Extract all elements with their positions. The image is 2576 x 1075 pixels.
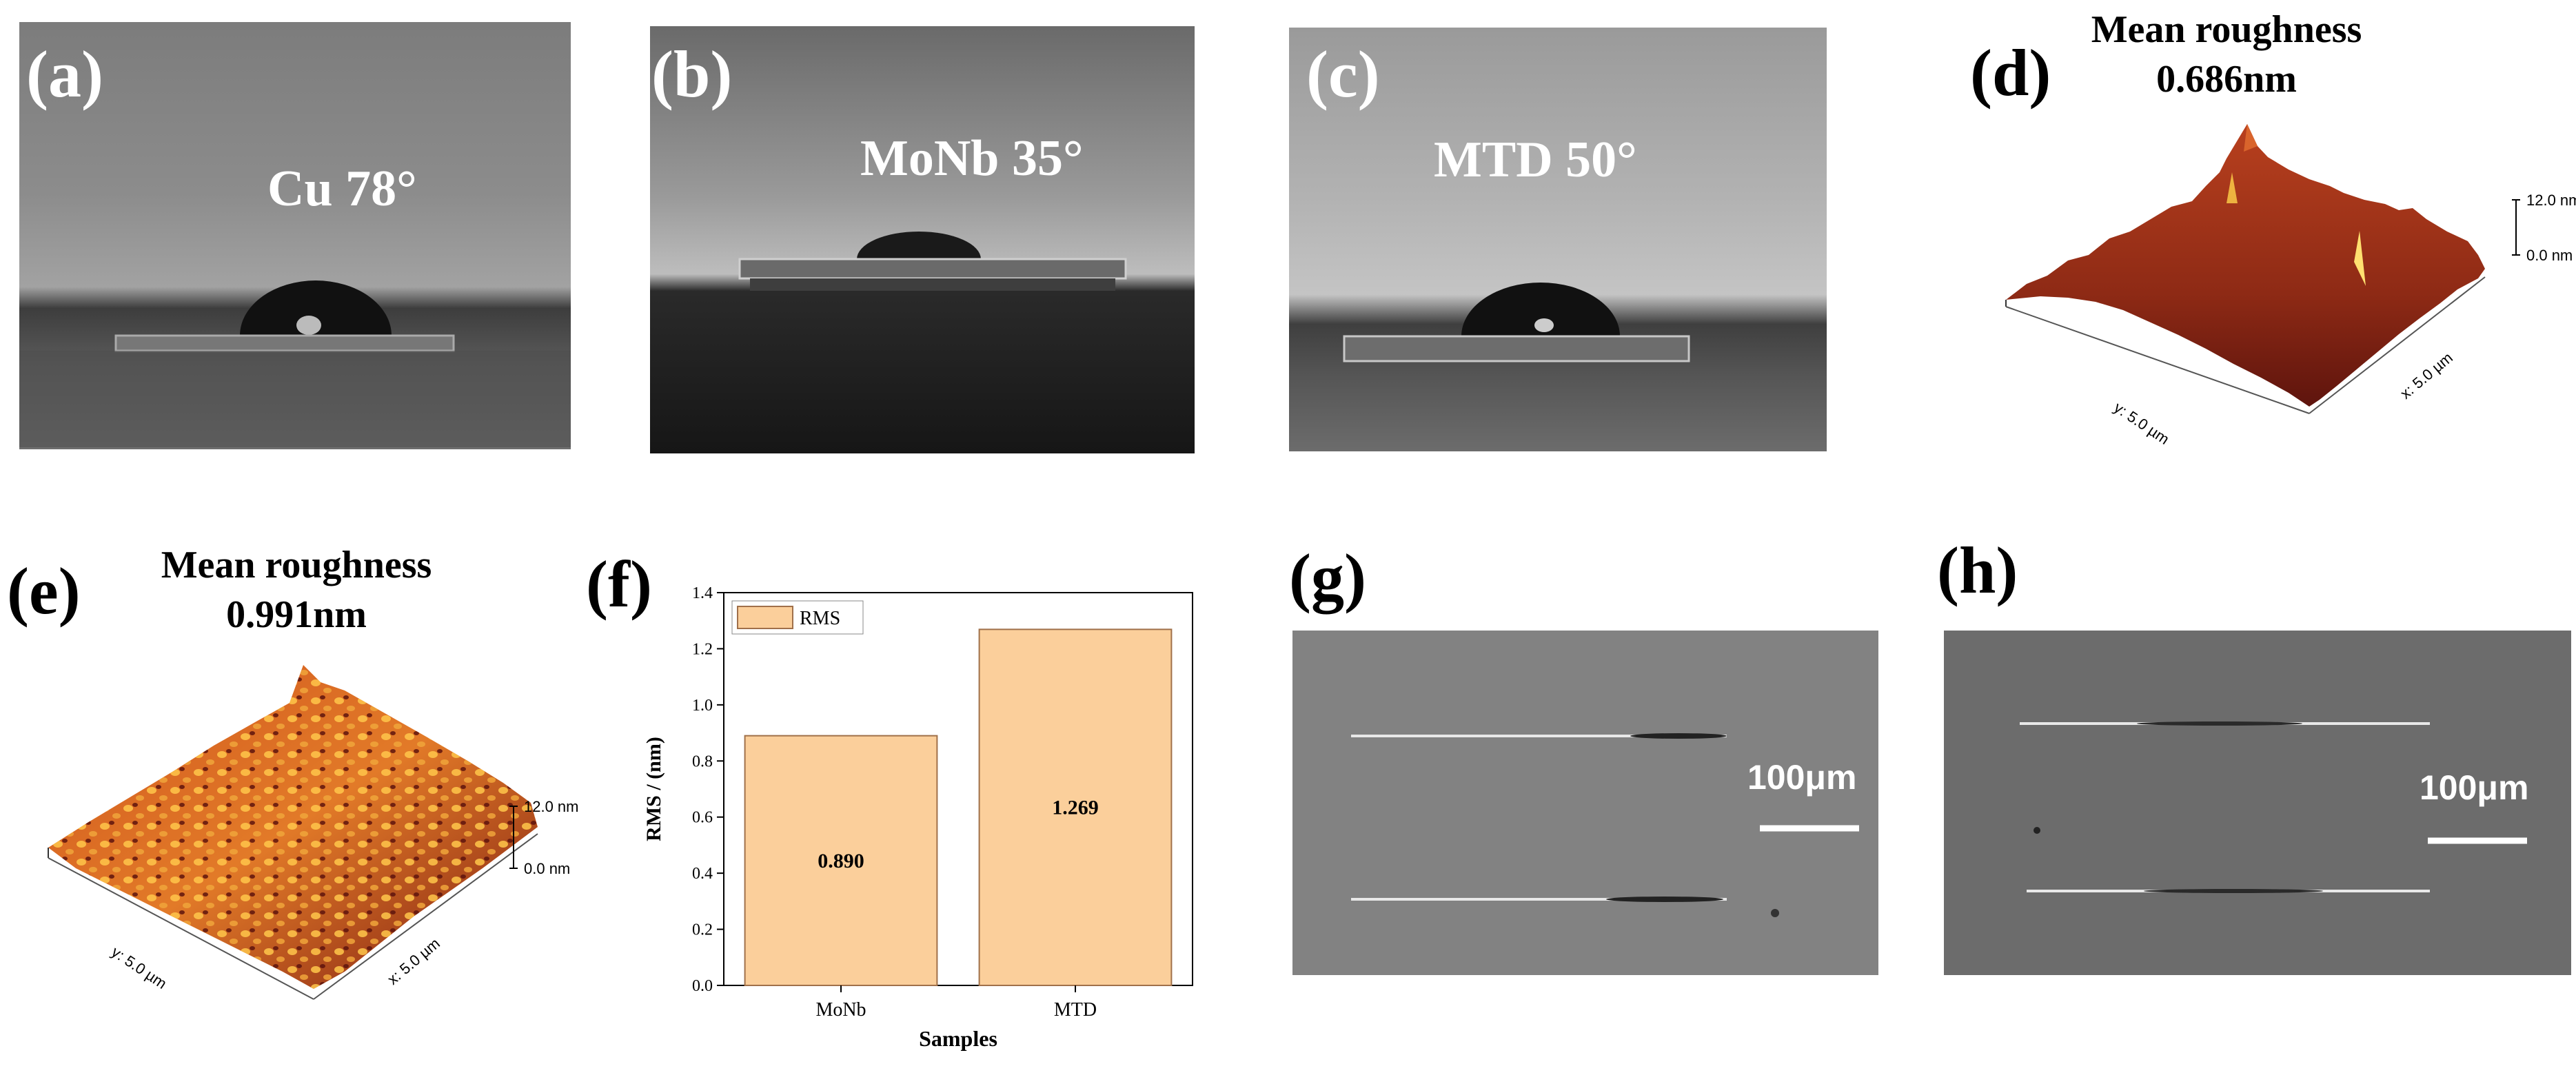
y-tick-label: 0.6 [692, 809, 713, 827]
legend-swatch [737, 606, 793, 629]
afm-surface [2006, 124, 2485, 407]
bar-monb [744, 735, 938, 986]
panel-label-e: (e) [7, 554, 81, 628]
x-tick-label: MoNb [815, 999, 866, 1021]
contact-angle-photo-mtd: MTD 50° [1289, 28, 1827, 451]
roughness-heading: Mean roughness [161, 544, 432, 586]
scale-bar-label: 100μm [1747, 758, 1856, 797]
panel-label-d: (d) [1970, 36, 2051, 110]
y-tick-label: 1.2 [692, 640, 713, 658]
panel-label-a: (a) [26, 37, 103, 111]
sem-image-g: 100μm [1292, 631, 1878, 975]
x-axis-label: Samples [919, 1026, 997, 1051]
panel-label-h: (h) [1937, 533, 2018, 607]
contact-angle-label-mtd: MTD 50° [1434, 132, 1637, 188]
y-axis-label: y: 5.0 µm [108, 943, 170, 992]
x-axis-label: x: 5.0 µm [384, 934, 443, 988]
z-scale-top: 12.0 nm [524, 798, 579, 815]
droplet-graphic [1343, 283, 1690, 362]
droplet-graphic [738, 232, 1127, 291]
bar-mtd [978, 628, 1173, 987]
contact-angle-photo-monb: MoNb 35° [650, 26, 1195, 453]
afm-surface-d: 12.0 nm 0.0 nm y: 5.0 µm x: 5.0 µm [2005, 124, 2576, 448]
y-tick-label: 1.0 [692, 697, 713, 715]
y-axis-label: y: 5.0 µm [2111, 398, 2172, 448]
data-label: 1.269 [1052, 797, 1099, 819]
contact-angle-photo-cu: Cu 78° [19, 22, 571, 449]
afm-title-d: Mean roughness 0.686nm [2068, 6, 2385, 104]
legend-label: RMS [800, 608, 840, 629]
panel-label-c: (c) [1306, 37, 1380, 111]
plot-frame [723, 592, 1193, 986]
contact-angle-label-cu: Cu 78° [267, 161, 417, 217]
rms-bar-chart: 0.0 0.2 0.4 0.6 0.8 1.0 1.2 1.4 0.890 MoNb 1.269 MT… [642, 584, 1193, 1051]
y-tick-label: 1.4 [692, 584, 713, 602]
panel-label-b: (b) [651, 37, 733, 111]
y-tick-label: 0.2 [692, 921, 713, 939]
z-scale-bottom: 0.0 nm [524, 860, 570, 877]
x-axis-label: x: 5.0 µm [2397, 349, 2456, 402]
y-tick-label: 0.8 [692, 752, 713, 770]
droplet-graphic [19, 280, 571, 447]
afm-title-e: Mean roughness 0.991nm [138, 541, 455, 639]
x-tick-label: MTD [1054, 999, 1097, 1021]
sem-image-h: 100μm [1944, 631, 2571, 975]
z-scale-top: 12.0 nm [2526, 192, 2576, 209]
roughness-heading: Mean roughness [2091, 8, 2362, 51]
data-label: 0.890 [818, 850, 864, 872]
contact-angle-label-monb: MoNb 35° [860, 130, 1084, 187]
afm-surface-e: 12.0 nm 0.0 nm y: 5.0 µm x: 5.0 µm [48, 665, 579, 1000]
panel-label-g: (g) [1289, 540, 1366, 614]
roughness-value: 0.991nm [226, 593, 367, 636]
roughness-value: 0.686nm [2156, 57, 2297, 101]
panel-label-f: (f) [586, 547, 652, 621]
y-axis-label: RMS / (nm) [642, 737, 665, 841]
z-scale-bottom: 0.0 nm [2526, 247, 2573, 264]
y-tick-label: 0.4 [692, 865, 713, 883]
scale-bar-label: 100μm [2420, 768, 2528, 807]
y-tick-label: 0.0 [692, 977, 713, 995]
